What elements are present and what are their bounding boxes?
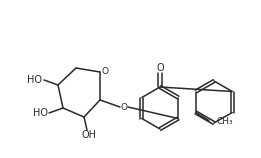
Text: HO: HO	[33, 108, 48, 118]
Text: O: O	[102, 67, 109, 76]
Text: O: O	[121, 103, 128, 112]
Text: OH: OH	[81, 130, 97, 140]
Text: CH₃: CH₃	[217, 117, 233, 126]
Text: O: O	[156, 63, 164, 73]
Text: HO: HO	[27, 75, 43, 85]
